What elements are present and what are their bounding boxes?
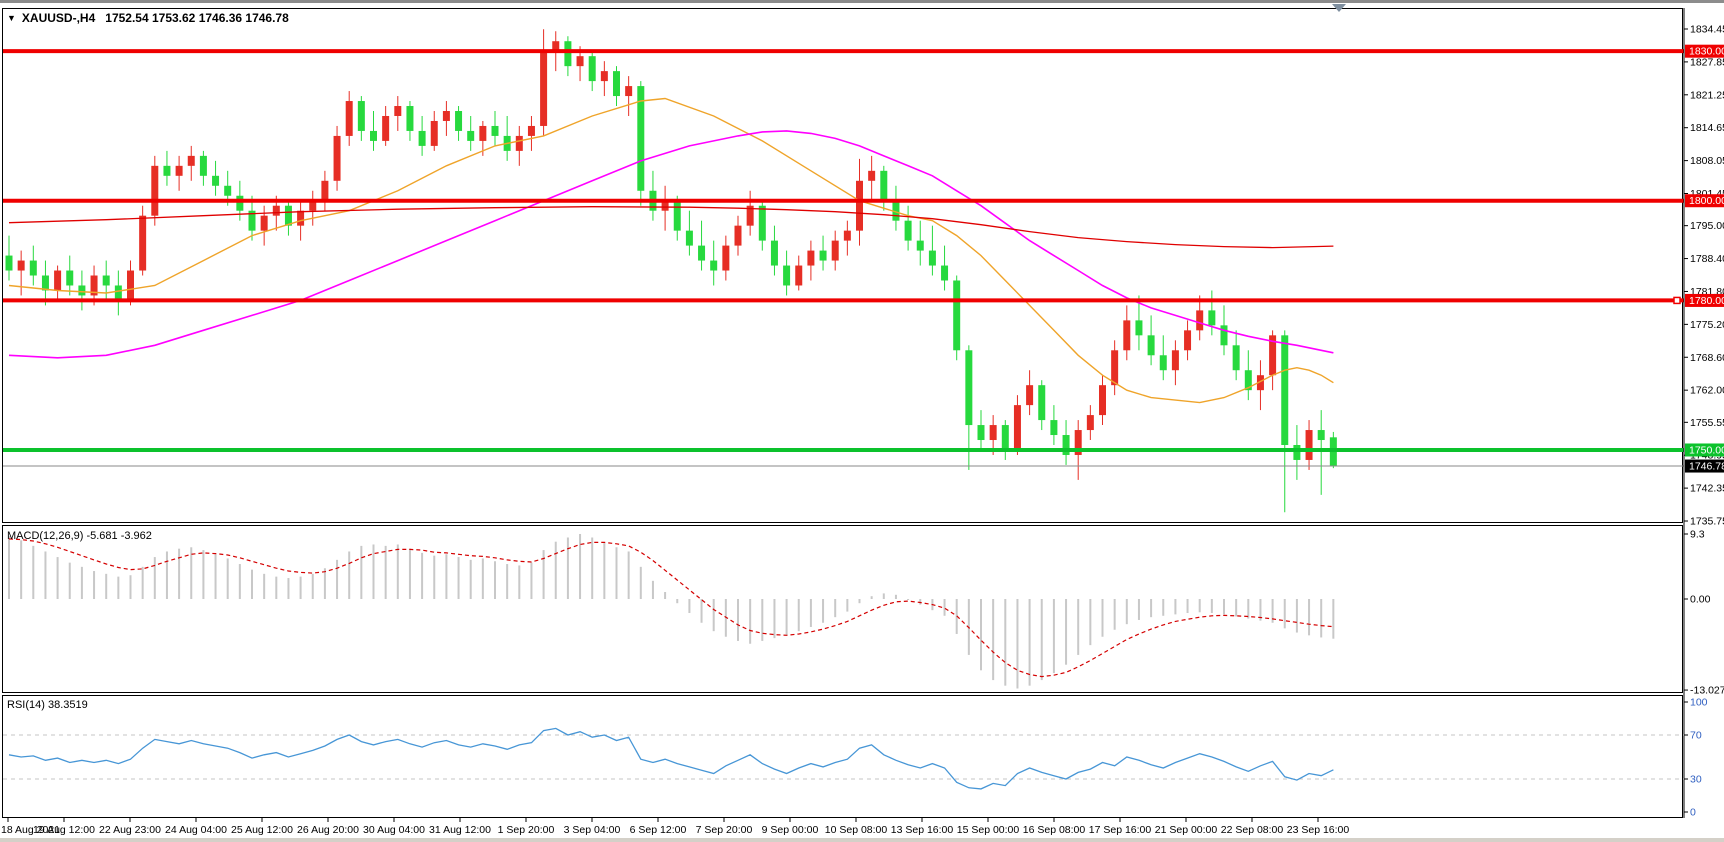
symbol-period-label: XAUUSD-,H4	[21, 11, 96, 25]
macd-pane[interactable]	[2, 525, 1683, 693]
symbol-dropdown-icon[interactable]: ▼	[7, 13, 16, 23]
chart-title: ▼ XAUUSD-,H4 1752.54 1753.62 1746.36 174…	[7, 11, 289, 25]
rsi-indicator-label: RSI(14) 38.3519	[7, 699, 88, 711]
window-top-edge	[0, 0, 1724, 3]
time-axis[interactable]	[0, 818, 1724, 838]
ohlc-quote-label: 1752.54 1753.62 1746.36 1746.78	[105, 11, 289, 25]
macd-indicator-label: MACD(12,26,9) -5.681 -3.962	[7, 530, 152, 542]
main-chart-pane[interactable]	[2, 8, 1683, 523]
rsi-pane[interactable]	[2, 695, 1683, 818]
price-axis[interactable]	[1684, 8, 1724, 818]
window-bottom-edge	[0, 838, 1724, 842]
